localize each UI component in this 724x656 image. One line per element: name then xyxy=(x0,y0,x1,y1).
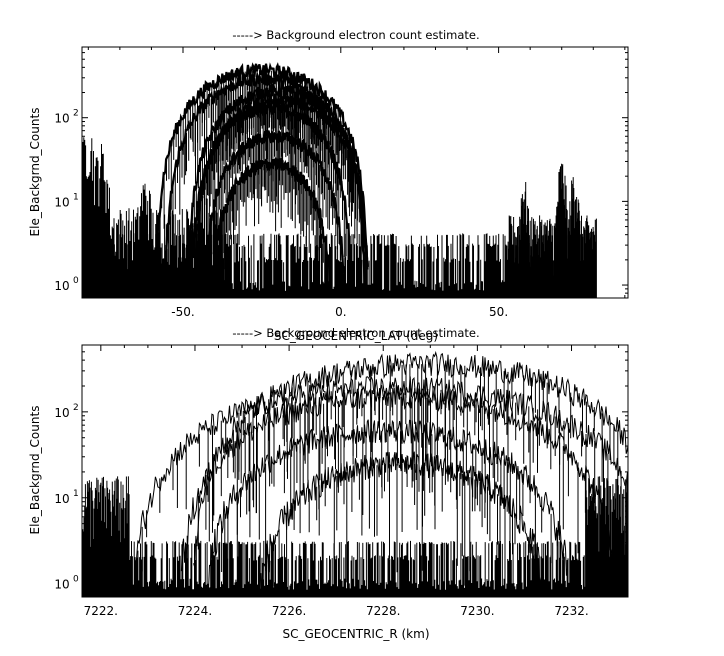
x-tick-label: -50. xyxy=(171,305,194,319)
y-tick-exponent: 0 xyxy=(73,276,79,286)
radius-panel: -----> Background electron count estimat… xyxy=(28,326,629,641)
y-tick-exponent: 1 xyxy=(73,489,79,499)
x-tick-label: 7232. xyxy=(554,604,588,618)
series-spikes-7 xyxy=(214,164,328,298)
y-tick-label: 10 xyxy=(54,492,69,506)
series-arc-1 xyxy=(193,350,628,568)
x-axis-label: SC_GEOCENTRIC_R (km) xyxy=(283,627,430,641)
y-tick-exponent: 1 xyxy=(73,192,79,202)
series-spikes-6 xyxy=(206,136,343,298)
y-tick-exponent: 0 xyxy=(73,575,79,585)
y-axis-label: Ele_Backgrnd_Counts xyxy=(28,406,42,535)
y-tick-label: 10 xyxy=(54,195,69,209)
x-tick-label: 7228. xyxy=(366,604,400,618)
series-arc-4 xyxy=(193,92,369,286)
data-layer xyxy=(82,62,597,298)
right-spikes xyxy=(507,163,597,298)
y-axis-label: Ele_Backgrnd_Counts xyxy=(28,108,42,237)
data-layer xyxy=(82,350,628,597)
x-axis-label: SC_GEOCENTRIC_LAT (deg) xyxy=(274,329,438,343)
x-tick-label: 7222. xyxy=(84,604,118,618)
panel-title: -----> Background electron count estimat… xyxy=(232,28,479,42)
series-arc-5 xyxy=(260,451,544,597)
noise-floor-marks xyxy=(82,540,628,597)
series-spikes-1 xyxy=(205,364,619,540)
series-spikes-5 xyxy=(268,463,539,597)
edge-noise xyxy=(82,476,130,597)
x-tick-label: 7226. xyxy=(272,604,306,618)
x-tick-label: 0. xyxy=(335,305,346,319)
y-tick-exponent: 2 xyxy=(73,403,79,413)
axes: -50. 0. 50. 10 0 10 1 10 2 xyxy=(54,46,628,319)
plot-frame xyxy=(81,46,629,299)
y-tick-label: 10 xyxy=(54,112,69,126)
axes: 7222. 7224. 7226. 7228. 7230. 7232. 10 0 10 1 10 2 xyxy=(54,344,628,618)
y-tick-label: 10 xyxy=(54,279,69,293)
y-tick-label: 10 xyxy=(54,578,69,592)
x-tick-label: 7230. xyxy=(460,604,494,618)
y-tick-label: 10 xyxy=(54,406,69,420)
series-arc-2 xyxy=(133,375,628,597)
plot-frame xyxy=(81,344,629,598)
x-tick-label: 7224. xyxy=(178,604,212,618)
edge-noise xyxy=(585,475,628,597)
y-tick-exponent: 2 xyxy=(73,109,79,119)
panel-title: -----> Background electron count estimat… xyxy=(232,326,479,340)
series-spikes-5 xyxy=(192,108,351,298)
x-tick-label: 50. xyxy=(489,305,508,319)
latitude-panel: -----> Background electron count estimat… xyxy=(28,28,629,343)
